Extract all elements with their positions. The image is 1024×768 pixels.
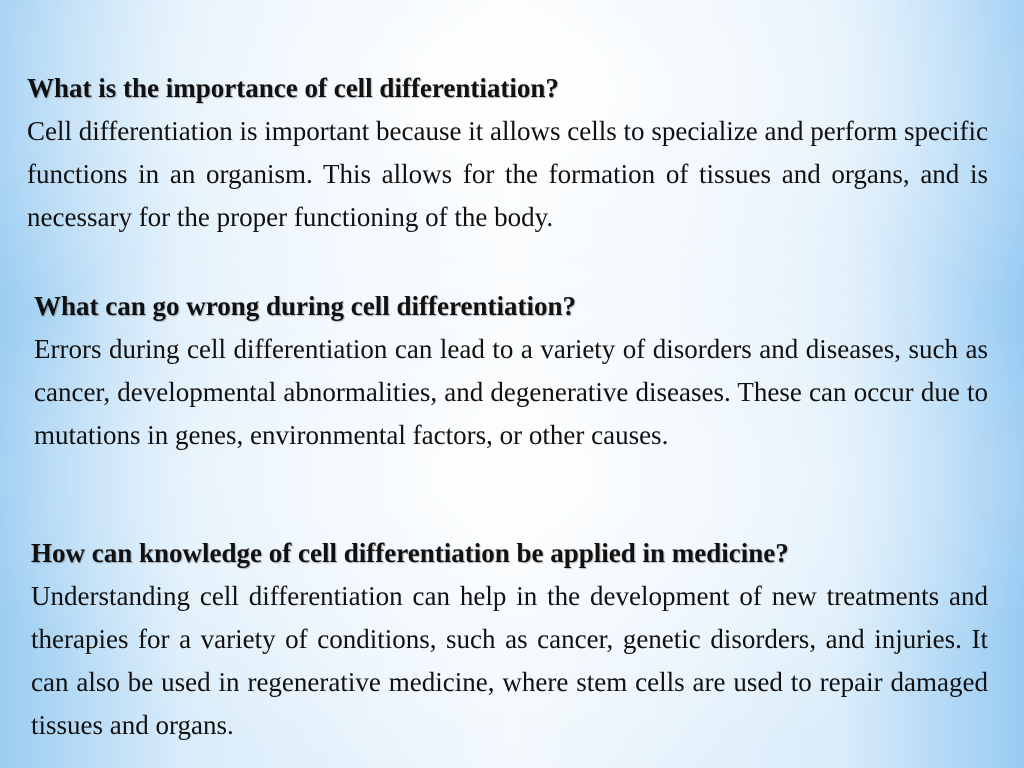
- section-body: Errors during cell differentiation can l…: [34, 334, 988, 450]
- section-importance: What is the importance of cell different…: [27, 67, 988, 239]
- section-heading: How can knowledge of cell differentiatio…: [31, 538, 789, 568]
- section-what-can-go-wrong: What can go wrong during cell differenti…: [34, 285, 988, 457]
- section-body: Cell differentiation is important becaus…: [27, 116, 988, 232]
- section-heading: What is the importance of cell different…: [27, 73, 559, 103]
- section-medicine: How can knowledge of cell differentiatio…: [31, 532, 988, 747]
- section-heading: What can go wrong during cell differenti…: [34, 291, 577, 321]
- section-body: Understanding cell differentiation can h…: [31, 581, 988, 740]
